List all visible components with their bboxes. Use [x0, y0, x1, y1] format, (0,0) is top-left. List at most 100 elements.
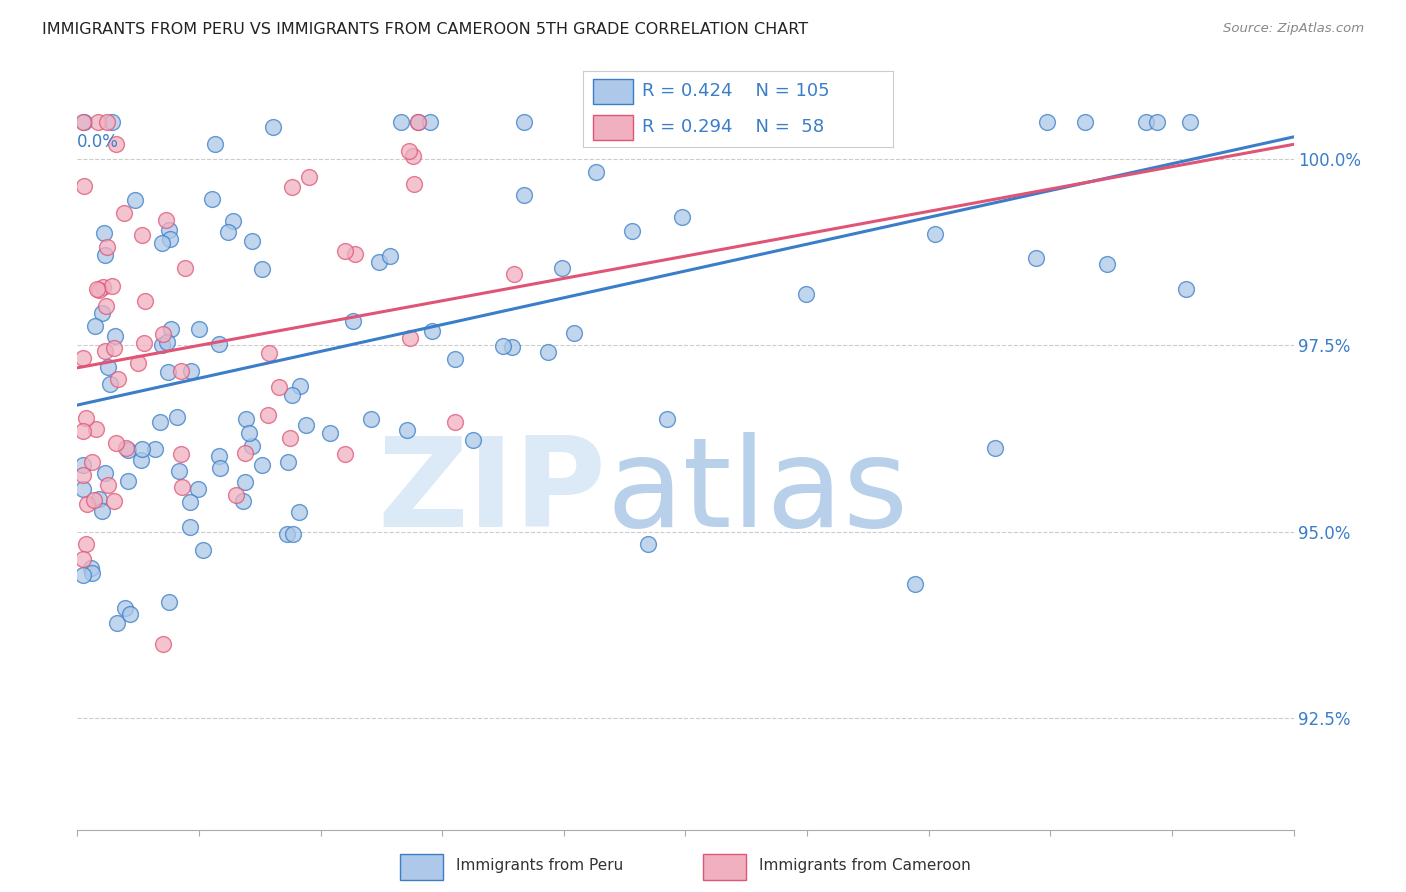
- Point: [191, 543, 214, 558]
- Point: [72, 482, 94, 496]
- Point: [1175, 282, 1198, 296]
- Point: [75, 411, 97, 425]
- Point: [103, 341, 125, 355]
- Point: [562, 326, 585, 340]
- Point: [250, 262, 273, 277]
- Point: [404, 177, 426, 191]
- Point: [235, 412, 257, 426]
- Point: [166, 409, 188, 424]
- Point: [187, 482, 209, 496]
- Point: [117, 443, 139, 458]
- Point: [96, 240, 118, 254]
- Point: [173, 261, 195, 276]
- Point: [257, 346, 280, 360]
- Point: [72, 458, 94, 472]
- Point: [342, 314, 364, 328]
- Point: [156, 334, 179, 349]
- Point: [104, 328, 127, 343]
- Point: [398, 145, 420, 159]
- Text: R = 0.294    N =  58: R = 0.294 N = 58: [643, 118, 824, 136]
- Point: [513, 188, 536, 202]
- Point: [276, 526, 298, 541]
- Point: [824, 127, 846, 141]
- Point: [114, 601, 136, 615]
- Point: [537, 345, 560, 359]
- Point: [170, 364, 193, 378]
- Point: [225, 487, 247, 501]
- Point: [550, 260, 572, 275]
- Point: [368, 255, 391, 269]
- Point: [443, 415, 465, 429]
- Point: [179, 520, 201, 534]
- Point: [232, 494, 254, 508]
- Point: [319, 425, 342, 440]
- Point: [233, 475, 256, 490]
- Point: [157, 595, 180, 609]
- Point: [160, 322, 183, 336]
- Point: [794, 287, 817, 301]
- Point: [94, 248, 117, 262]
- Point: [204, 137, 226, 152]
- Text: ZIP: ZIP: [378, 432, 606, 552]
- Point: [87, 115, 110, 129]
- Point: [90, 306, 112, 320]
- Point: [134, 336, 156, 351]
- Point: [105, 436, 128, 450]
- Point: [107, 372, 129, 386]
- Point: [170, 446, 193, 460]
- Point: [101, 278, 124, 293]
- Point: [503, 267, 526, 281]
- Point: [298, 170, 321, 185]
- Point: [159, 232, 181, 246]
- Point: [389, 115, 412, 129]
- Point: [1036, 115, 1059, 129]
- Point: [238, 426, 260, 441]
- FancyBboxPatch shape: [593, 79, 633, 104]
- Text: Immigrants from Peru: Immigrants from Peru: [456, 858, 623, 873]
- Point: [419, 115, 441, 129]
- Point: [114, 442, 136, 456]
- Point: [333, 447, 356, 461]
- Point: [443, 351, 465, 366]
- Point: [72, 567, 94, 582]
- Point: [492, 338, 515, 352]
- Point: [75, 537, 97, 551]
- Point: [105, 136, 128, 151]
- Point: [294, 417, 316, 432]
- Point: [461, 433, 484, 447]
- Point: [984, 442, 1007, 456]
- Point: [208, 337, 231, 351]
- Point: [422, 325, 444, 339]
- Point: [91, 280, 114, 294]
- Point: [157, 223, 180, 237]
- Point: [585, 165, 607, 179]
- Point: [222, 214, 245, 228]
- Point: [280, 431, 302, 445]
- Point: [97, 477, 120, 491]
- Point: [344, 247, 367, 261]
- Text: atlas: atlas: [606, 432, 908, 552]
- Point: [1135, 115, 1157, 129]
- Point: [751, 115, 773, 129]
- Point: [233, 446, 256, 460]
- Point: [143, 442, 166, 456]
- Point: [402, 149, 425, 163]
- Point: [83, 492, 105, 507]
- Point: [1095, 257, 1118, 271]
- Point: [103, 494, 125, 508]
- Point: [156, 365, 179, 379]
- Point: [134, 293, 156, 308]
- Point: [396, 423, 419, 437]
- Point: [240, 439, 263, 453]
- Point: [73, 179, 96, 194]
- Point: [94, 344, 117, 359]
- Point: [87, 491, 110, 506]
- Point: [149, 415, 172, 429]
- Text: Immigrants from Cameroon: Immigrants from Cameroon: [759, 858, 970, 873]
- Point: [72, 351, 94, 365]
- Text: 0.0%: 0.0%: [77, 133, 120, 151]
- Point: [281, 527, 304, 541]
- Point: [155, 212, 177, 227]
- Point: [72, 467, 94, 482]
- Point: [380, 249, 402, 263]
